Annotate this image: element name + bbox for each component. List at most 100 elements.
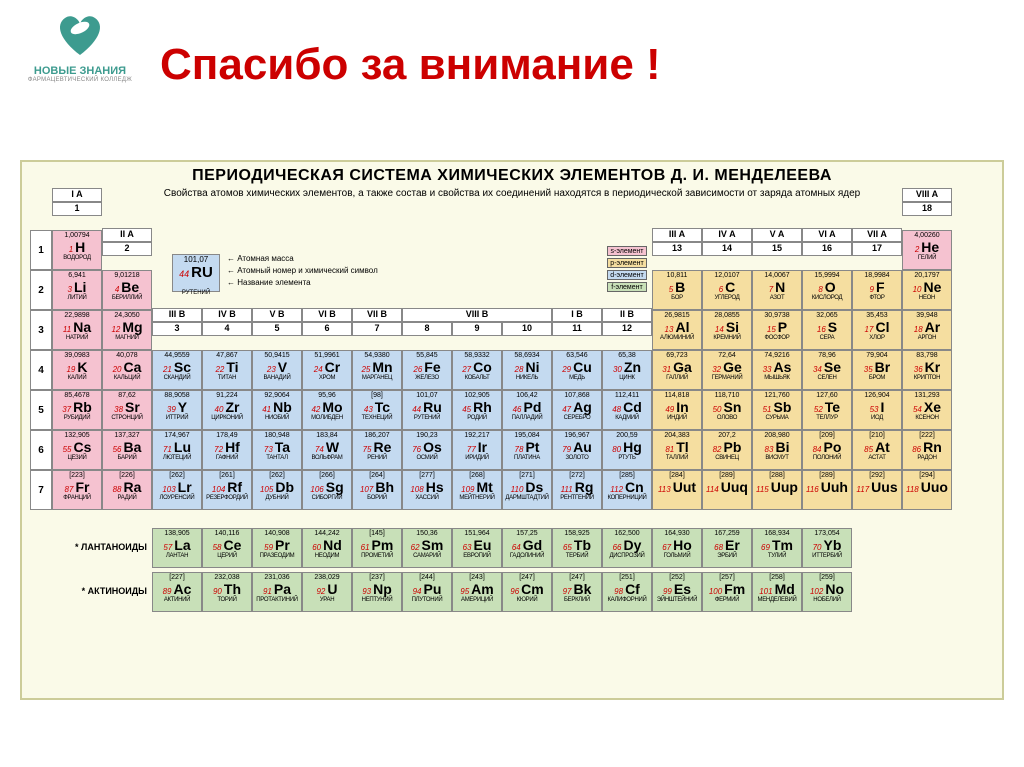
- element-symbol: Lu: [174, 439, 191, 455]
- group-number: 3: [152, 322, 202, 336]
- atomic-number: 83: [765, 445, 774, 454]
- atomic-number: 93: [362, 587, 371, 596]
- atomic-number: 27: [462, 365, 471, 374]
- atomic-mass: 158,925: [553, 529, 601, 537]
- atomic-number: 78: [515, 445, 524, 454]
- element-symbol: Db: [275, 479, 294, 495]
- period-header: 3: [30, 310, 52, 350]
- atomic-number: 91: [263, 587, 272, 596]
- element-name: УГЛЕРОД: [703, 295, 751, 301]
- element-name: ТАНТАЛ: [253, 455, 301, 461]
- element-cell: 207,282PbСВИНЕЦ: [702, 430, 752, 470]
- atomic-number: 26: [413, 365, 422, 374]
- element-symbol: Cr: [325, 359, 341, 375]
- atomic-number: 21: [163, 365, 172, 374]
- element-symbol: Li: [74, 279, 86, 295]
- element-name: НОБЕЛИЙ: [803, 597, 851, 603]
- element-symbol: Y: [178, 399, 187, 415]
- element-name: КАЛИЙ: [53, 375, 101, 381]
- atomic-number: 13: [665, 325, 674, 334]
- element-cell: 137,32756BaБАРИЙ: [102, 430, 152, 470]
- element-cell: [222]86RnРАДОН: [902, 430, 952, 470]
- atomic-mass: 232,038: [203, 573, 251, 581]
- element-cell: 58,933227CoКОБАЛЬТ: [452, 350, 502, 390]
- element-name: КЮРИЙ: [503, 597, 551, 603]
- group-number: 13: [652, 242, 702, 256]
- element-cell: 102,90545RhРОДИЙ: [452, 390, 502, 430]
- atomic-number: 9: [869, 285, 873, 294]
- logo-text-2: ФАРМАЦЕВТИЧЕСКИЙ КОЛЛЕДЖ: [20, 77, 140, 83]
- element-name: ФОСФОР: [753, 335, 801, 341]
- atomic-number: 53: [870, 405, 879, 414]
- element-name: ГЕЛИЙ: [903, 255, 951, 261]
- atomic-mass: 24,3050: [103, 311, 151, 319]
- atomic-number: 90: [213, 587, 222, 596]
- element-cell: 12,01076CУГЛЕРОД: [702, 270, 752, 310]
- atomic-number: 87: [65, 485, 74, 494]
- atomic-mass: 72,64: [703, 351, 751, 359]
- element-symbol: Tc: [375, 399, 390, 415]
- element-name: СТРОНЦИЙ: [103, 415, 151, 421]
- element-name: АЗОТ: [753, 295, 801, 301]
- group-header: I B: [552, 308, 602, 322]
- atomic-number: 23: [267, 365, 276, 374]
- atomic-number: 12: [111, 325, 120, 334]
- element-name: БРОМ: [853, 375, 901, 381]
- atomic-mass: 157,25: [503, 529, 551, 537]
- element-cell: 238,02992UУРАН: [302, 572, 352, 612]
- element-cell: 178,4972HfГАФНИЙ: [202, 430, 252, 470]
- legend-block-types: s-элементp-элементd-элементf-элемент: [607, 246, 651, 294]
- element-name: ФЕРМИЙ: [703, 597, 751, 603]
- period-header: 4: [30, 350, 52, 390]
- element-name: ХРОМ: [303, 375, 351, 381]
- element-symbol: Cl: [875, 319, 889, 335]
- element-name: КОПЕРНИЦИЙ: [603, 495, 651, 501]
- logo-text-1: НОВЫЕ ЗНАНИЯ: [20, 65, 140, 77]
- element-name: НЕОН: [903, 295, 951, 301]
- element-symbol: P: [778, 319, 787, 335]
- element-name: КРИПТОН: [903, 375, 951, 381]
- legend-item: p-элемент: [607, 258, 651, 268]
- atomic-number: 11: [63, 325, 71, 334]
- atomic-number: 25: [361, 365, 370, 374]
- element-symbol: Mt: [477, 479, 493, 495]
- atomic-number: 49: [665, 405, 674, 414]
- element-cell: [289]114Uuq: [702, 470, 752, 510]
- element-name: ГАДОЛИНИЙ: [503, 553, 551, 559]
- atomic-number: 79: [562, 445, 571, 454]
- atomic-number: 74: [315, 445, 324, 454]
- atomic-mass: 195,084: [503, 431, 551, 439]
- element-symbol: U: [327, 581, 337, 597]
- atomic-number: 108: [410, 485, 423, 494]
- element-cell: 87,6238SrСТРОНЦИЙ: [102, 390, 152, 430]
- group-number: 10: [502, 322, 552, 336]
- atomic-mass: [264]: [353, 471, 401, 479]
- element-cell: 138,90557LaЛАНТАН: [152, 528, 202, 568]
- periodic-table: ПЕРИОДИЧЕСКАЯ СИСТЕМА ХИМИЧЕСКИХ ЭЛЕМЕНТ…: [20, 160, 1004, 700]
- element-symbol: La: [174, 537, 190, 553]
- atomic-mass: 112,411: [603, 391, 651, 399]
- atomic-number: 65: [563, 543, 572, 552]
- element-cell: 26,981513AlАЛЮМИНИЙ: [652, 310, 702, 350]
- element-cell: 63,54629CuМЕДЬ: [552, 350, 602, 390]
- element-name: СЕРЕБРО: [553, 415, 601, 421]
- atomic-mass: 58,9332: [453, 351, 501, 359]
- element-symbol: Sn: [724, 399, 742, 415]
- atomic-mass: 101,07: [403, 391, 451, 399]
- period-header: 6: [30, 430, 52, 470]
- element-name: АМЕРИЦИЙ: [453, 597, 501, 603]
- element-symbol: I: [881, 399, 885, 415]
- atomic-mass: [271]: [503, 471, 551, 479]
- element-cell: [289]116Uuh: [802, 470, 852, 510]
- group-number: 5: [252, 322, 302, 336]
- element-symbol: Hs: [426, 479, 444, 495]
- element-name: РТУТЬ: [603, 455, 651, 461]
- element-name: ВИСМУТ: [753, 455, 801, 461]
- atomic-mass: 39,948: [903, 311, 951, 319]
- element-symbol: Co: [473, 359, 492, 375]
- atomic-mass: 63,546: [553, 351, 601, 359]
- element-cell: 183,8474WВОЛЬФРАМ: [302, 430, 352, 470]
- atomic-mass: 140,908: [253, 529, 301, 537]
- atomic-number: 29: [562, 365, 571, 374]
- element-symbol: Ga: [673, 359, 692, 375]
